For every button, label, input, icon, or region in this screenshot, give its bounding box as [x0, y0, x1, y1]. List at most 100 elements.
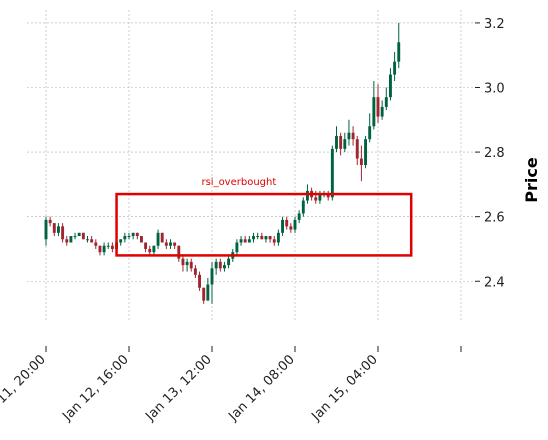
candle-up — [256, 232, 260, 240]
candle-body — [305, 190, 309, 201]
candle-body — [384, 97, 388, 107]
candle-body — [227, 258, 231, 266]
candle-down — [198, 271, 202, 291]
candle-down — [177, 245, 181, 262]
candle-up — [301, 197, 305, 217]
candle-up — [343, 132, 347, 153]
candle-up — [102, 242, 106, 256]
candle-up — [235, 239, 239, 256]
candle-body — [239, 239, 243, 243]
candle-body — [355, 139, 359, 159]
candle-up — [119, 239, 123, 246]
candle-down — [193, 265, 197, 279]
candle-down — [94, 239, 98, 249]
candle-body — [44, 219, 48, 240]
candle-body — [318, 194, 322, 201]
candle-body — [69, 236, 73, 243]
candle-down — [339, 132, 343, 156]
annotation-box — [115, 192, 413, 257]
candle-up — [276, 229, 280, 246]
candle-up — [185, 258, 189, 272]
candle-body — [243, 239, 247, 243]
candle-body — [177, 245, 181, 259]
candle-body — [198, 274, 202, 288]
y-axis-label: Price — [522, 157, 541, 203]
candle-body — [272, 239, 276, 243]
candle-down — [355, 135, 359, 165]
candle-down — [285, 216, 289, 230]
candle-body — [119, 239, 123, 243]
candle-down — [272, 236, 276, 246]
candle-down — [173, 242, 177, 249]
candle-body — [144, 242, 148, 249]
candle-body — [127, 236, 131, 238]
candle-body — [335, 135, 338, 149]
candle-down — [98, 245, 102, 256]
candle-down — [359, 145, 363, 182]
x-tick-label: Jan 11, 20:00 — [0, 352, 49, 424]
candle-body — [131, 232, 135, 237]
candle-up — [127, 232, 131, 240]
candle-body — [359, 158, 363, 165]
candle-body — [314, 197, 318, 201]
candle-down — [181, 255, 185, 272]
candle-body — [330, 148, 334, 198]
candle-body — [297, 213, 301, 220]
candle-body — [202, 287, 206, 301]
annotations: rsi_overbought — [115, 177, 413, 257]
candle-up — [106, 242, 110, 249]
candle-body — [86, 239, 89, 241]
candle-body — [339, 135, 343, 149]
candle-up — [169, 239, 172, 249]
candles — [44, 22, 401, 304]
candle-down — [90, 236, 94, 243]
candle-up — [330, 145, 334, 201]
candle-body — [264, 236, 268, 240]
candle-down — [110, 242, 114, 253]
candle-body — [268, 236, 272, 240]
candle-body — [48, 219, 52, 224]
candle-down — [48, 216, 52, 227]
candle-up — [297, 210, 301, 224]
annotation-label: rsi_overbought — [201, 177, 276, 188]
candle-body — [185, 261, 189, 266]
candle-body — [102, 245, 106, 253]
candle-down — [160, 232, 164, 243]
candle-body — [343, 139, 347, 149]
candle-down — [164, 239, 168, 249]
candle-body — [61, 226, 65, 240]
candle-body — [123, 236, 127, 240]
candle-down — [139, 236, 143, 243]
grid-lines — [27, 10, 475, 320]
candle-up — [372, 81, 376, 130]
candle-down — [243, 236, 247, 243]
candle-body — [218, 261, 222, 269]
candle-up — [227, 255, 231, 269]
candle-body — [106, 245, 110, 247]
candle-body — [301, 200, 305, 214]
candle-body — [380, 106, 384, 117]
candle-body — [160, 232, 164, 243]
candle-body — [135, 232, 139, 237]
y-tick-label: 2.4 — [484, 275, 505, 290]
candle-down — [61, 223, 65, 243]
x-tick-label: Jan 14, 08:00 — [225, 352, 297, 424]
candle-body — [210, 268, 214, 285]
candle-body — [289, 226, 293, 230]
candle-body — [139, 236, 143, 243]
candle-body — [110, 245, 114, 249]
candle-body — [393, 61, 397, 75]
candle-up — [206, 278, 210, 301]
candle-down — [289, 223, 293, 233]
x-tick-label: Jan 12, 16:00 — [59, 352, 131, 424]
candle-down — [218, 258, 222, 272]
candle-body — [235, 242, 239, 253]
candle-up — [335, 126, 338, 153]
candle-down — [260, 232, 264, 240]
candle-body — [193, 268, 197, 275]
candle-body — [56, 226, 60, 233]
candle-down — [144, 242, 148, 253]
candle-body — [351, 132, 355, 140]
candle-down — [202, 287, 206, 304]
